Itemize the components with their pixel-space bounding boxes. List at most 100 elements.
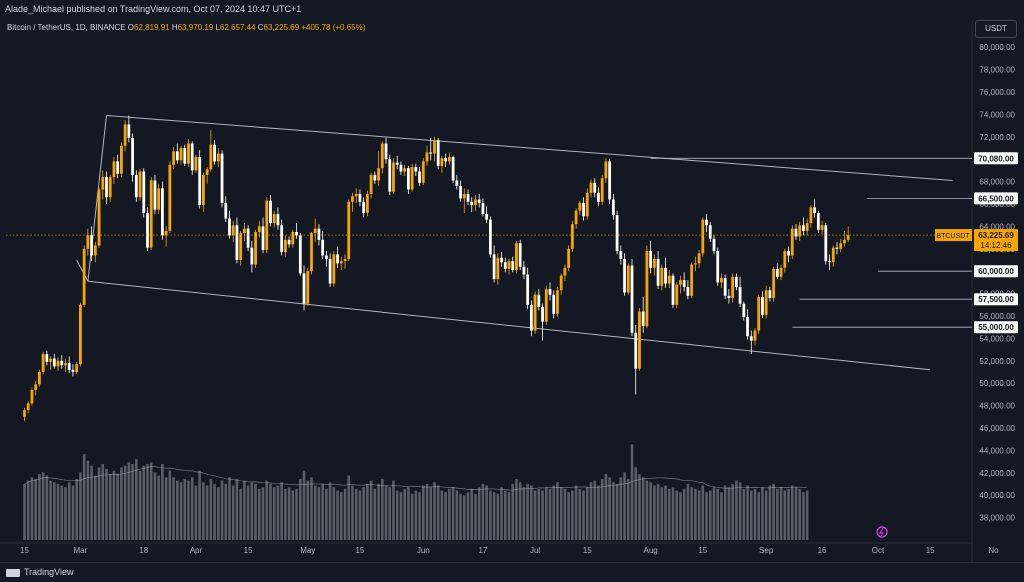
volume-bar [116,474,119,540]
volume-bar [723,485,727,540]
candle-body [261,226,265,250]
ohlc-change: +405.78 (+0.65%) [301,23,366,32]
volume-bar [608,477,611,540]
candle-body [522,266,526,275]
candle-body [298,235,302,274]
volume-bar [82,454,86,540]
candle-body [652,258,656,268]
candle-body [734,276,738,287]
y-tick-label: 38,000.00 [979,514,1015,523]
volume-bar [556,482,559,540]
candle-body [433,140,436,154]
volume-bar [34,478,37,540]
x-tick-label: 15 [244,546,253,555]
volume-bar [533,490,537,540]
candle-body [802,225,805,231]
level-label: 70,080.00 [978,154,1014,163]
volume-bar [567,492,570,540]
volume-bar [250,482,254,540]
candle-body [183,148,187,164]
candle-body [772,268,776,299]
candle-body [518,243,522,267]
candle-body [246,228,250,248]
volume-bar [802,492,805,540]
candle-body [384,143,388,160]
volume-bar [660,487,664,540]
candle-body [582,202,585,217]
candle-body [660,267,664,286]
volume-bar [23,483,26,540]
candle-body [369,174,373,194]
volume-bar [559,487,563,540]
candle-body [820,225,824,230]
candle-body [283,239,287,253]
candle-body [626,265,630,293]
candle-body [198,156,202,206]
candle-body [757,296,761,331]
candle-body [254,232,257,265]
candle-body [682,280,686,287]
volume-bar [418,492,421,540]
candle-body [455,180,459,187]
volume-bar [235,478,239,540]
candle-body [164,230,168,236]
volume-bar [705,492,708,540]
candle-body [354,193,358,197]
candle-body [395,162,399,165]
volume-bar [544,487,548,540]
volume-bar [794,487,798,540]
candle-body [138,171,142,198]
volume-bar [94,475,97,540]
candle-body [257,226,261,232]
volume-bar [403,488,406,540]
y-tick-label: 78,000.00 [979,66,1015,75]
candle-body [332,254,336,284]
candle-body [399,164,403,172]
ohlc-close: C63,225.69 [257,23,300,32]
candle-body [265,200,269,250]
volume-bar [459,493,462,540]
candle-body [742,303,746,318]
currency-unit-button[interactable]: USDT [975,20,1017,38]
candle-body [839,243,843,249]
volume-bar [541,490,544,540]
volume-bar [507,492,511,540]
y-tick-label: 42,000.00 [979,469,1015,478]
candle-body [574,210,578,225]
candle-body [723,277,727,296]
candle-body [567,248,571,268]
y-tick-label: 80,000.00 [979,43,1015,52]
candle-body [600,178,604,202]
volume-bar [671,487,675,540]
candle-body [444,158,448,162]
volume-bar [280,482,283,540]
lightning-circle-icon[interactable] [876,526,888,538]
candle-body [712,238,716,252]
candle-body [45,354,49,362]
brand-text: TradingView [24,567,74,577]
candle-body [172,151,175,165]
volume-bar [164,477,168,540]
candle-body [123,124,127,146]
candle-body [656,258,660,286]
x-tick-label: Jul [530,546,540,555]
candle-body [686,286,690,296]
tradingview-brand[interactable]: TradingView [6,567,74,577]
candle-body [228,218,231,236]
volume-bar [123,465,127,540]
y-tick-label: 76,000.00 [979,88,1015,97]
candle-body [440,158,444,166]
volume-bar [776,488,779,540]
volume-bar [626,478,630,540]
candle-body [134,174,138,198]
volume-bar [217,487,220,540]
level-label: 55,000.00 [978,323,1014,332]
candle-body [82,248,86,305]
volume-bar [496,493,500,540]
candle-body [418,171,421,183]
candle-body [753,330,757,341]
candle-body [231,225,235,236]
candle-body [787,251,790,256]
candle-body [321,239,325,256]
